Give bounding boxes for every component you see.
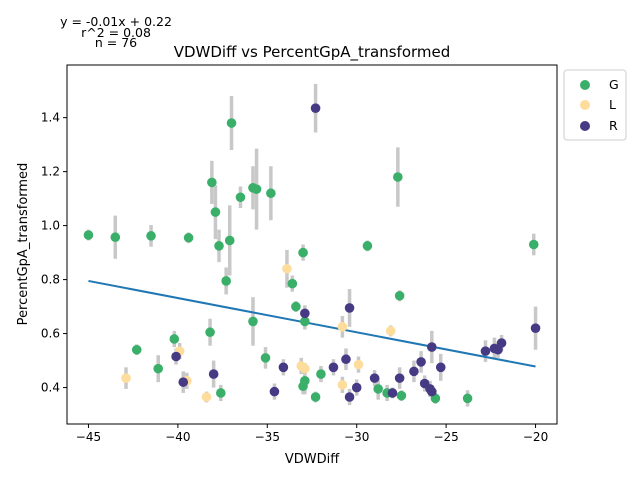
- point-l: [337, 322, 348, 332]
- point-l: [353, 359, 364, 370]
- point-r: [344, 392, 355, 402]
- x-tick-label: −20: [523, 430, 548, 444]
- point-r: [394, 373, 405, 383]
- point-r: [351, 382, 362, 393]
- point-r: [435, 362, 446, 373]
- legend: G L R: [563, 69, 627, 141]
- point-g: [205, 327, 215, 338]
- point-g: [266, 188, 276, 199]
- point-g: [146, 231, 156, 241]
- point-g: [298, 381, 308, 392]
- point-g: [248, 316, 258, 327]
- point-g: [287, 278, 298, 289]
- point-g: [396, 390, 407, 401]
- point-r: [269, 386, 280, 397]
- legend-box: [563, 69, 627, 141]
- sample-size: n = 76: [95, 35, 137, 50]
- point-l: [300, 363, 310, 374]
- y-axis-ticks: 0.4 0.6 0.8 1.0 1.2 1.4: [41, 111, 67, 395]
- legend-marker-l: [580, 100, 590, 110]
- y-tick-label: 0.4: [41, 381, 60, 395]
- point-g: [251, 184, 262, 194]
- x-tick-label: −30: [344, 430, 369, 444]
- point-l: [201, 392, 212, 402]
- point-g: [260, 353, 271, 363]
- chart-title: VDWDiff vs PercentGpA_transformed: [174, 43, 451, 62]
- point-r: [278, 362, 289, 373]
- regression-line: [88, 279, 536, 368]
- point-g: [83, 230, 94, 240]
- point-r: [427, 386, 437, 397]
- point-r: [344, 303, 355, 313]
- point-g: [462, 393, 473, 404]
- point-g: [215, 388, 226, 398]
- point-g: [214, 241, 224, 251]
- point-l: [282, 263, 292, 274]
- point-g: [207, 177, 217, 188]
- point-l: [337, 380, 348, 390]
- point-g: [316, 369, 326, 379]
- point-g: [131, 344, 142, 355]
- point-r: [328, 362, 339, 373]
- point-r: [416, 357, 426, 367]
- x-tick-label: −45: [76, 430, 101, 444]
- point-r: [387, 388, 398, 398]
- point-g: [235, 192, 246, 203]
- point-g: [373, 384, 383, 394]
- y-tick-label: 1.4: [41, 111, 60, 125]
- point-g: [183, 232, 194, 243]
- point-r: [208, 369, 219, 379]
- x-axis-ticks: −45 −40 −35 −30 −25 −20: [76, 424, 548, 444]
- plot-area: [66, 64, 558, 425]
- point-r: [480, 346, 491, 356]
- regression-line-group: [88, 279, 536, 368]
- y-tick-label: 1.0: [41, 219, 60, 233]
- point-r: [300, 308, 310, 319]
- point-g: [528, 239, 539, 250]
- point-l: [121, 373, 131, 383]
- y-tick-label: 0.8: [41, 273, 60, 287]
- point-r: [369, 373, 380, 383]
- point-g: [310, 392, 321, 402]
- point-g: [226, 118, 237, 128]
- data-points: [83, 103, 541, 404]
- point-g: [362, 241, 373, 251]
- point-r: [409, 366, 419, 377]
- x-tick-label: −25: [433, 430, 458, 444]
- legend-marker-g: [580, 80, 590, 90]
- regression-equation: y = -0.01x + 0.22: [60, 14, 172, 29]
- point-r: [171, 351, 181, 362]
- point-g: [224, 235, 235, 246]
- y-axis-label: PercentGpA_transformed: [16, 163, 31, 326]
- legend-label-g: G: [609, 77, 619, 92]
- point-g: [291, 301, 301, 312]
- legend-marker-r: [580, 121, 590, 131]
- point-r: [427, 342, 437, 352]
- point-g: [153, 363, 164, 374]
- point-g: [210, 207, 221, 217]
- error-bars: [86, 83, 538, 407]
- legend-label-l: L: [609, 97, 616, 112]
- point-g: [169, 334, 180, 344]
- point-r: [530, 323, 541, 333]
- point-g: [221, 276, 231, 286]
- point-l: [385, 326, 396, 336]
- x-tick-label: −40: [165, 430, 190, 444]
- y-tick-label: 1.2: [41, 165, 60, 179]
- x-tick-label: −35: [255, 430, 280, 444]
- point-g: [298, 247, 308, 258]
- point-g: [110, 232, 121, 243]
- point-g: [394, 290, 405, 301]
- legend-label-r: R: [609, 118, 618, 133]
- y-tick-label: 0.6: [41, 327, 60, 341]
- point-r: [310, 103, 321, 113]
- point-r: [178, 377, 189, 387]
- r-squared: r^2 = 0.08: [81, 25, 151, 40]
- point-r: [496, 338, 507, 348]
- x-axis-label: VDWDiff: [285, 452, 340, 467]
- point-r: [341, 354, 351, 365]
- point-g: [393, 172, 403, 182]
- point-g: [300, 316, 310, 327]
